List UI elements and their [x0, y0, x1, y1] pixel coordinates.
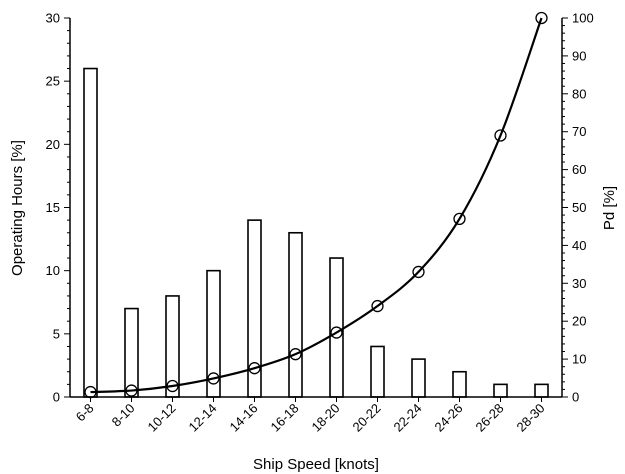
- marker-20-22: [371, 299, 384, 313]
- x-tick-label-12-14: 12-14: [186, 401, 220, 435]
- marker-14-16: [248, 362, 261, 375]
- y-tick-label: 25: [46, 74, 60, 89]
- x-tick-label-24-26: 24-26: [432, 401, 466, 435]
- marker-26-28: [494, 129, 507, 142]
- bar-16-18: [288, 231, 303, 398]
- y2-tick-label: 90: [572, 48, 586, 63]
- x-tick-label-18-20: 18-20: [309, 401, 343, 435]
- x-tick-label-28-30: 28-30: [514, 401, 548, 435]
- x-tick-label-20-22: 20-22: [350, 401, 384, 435]
- x-axis-title: Ship Speed [knots]: [253, 456, 379, 473]
- y2-tick-label: 50: [572, 200, 586, 215]
- marker-22-24: [412, 265, 425, 279]
- y2-tick-label: 80: [572, 86, 586, 101]
- marker-24-26: [453, 212, 466, 226]
- y-tick-label: 30: [46, 11, 60, 26]
- axes-group: [69, 18, 563, 398]
- x-tick-label-8-10: 8-10: [109, 401, 138, 430]
- y2-tick-label: 30: [572, 276, 586, 291]
- bars-group: [83, 67, 549, 398]
- bar-24-26: [452, 370, 467, 398]
- y-tick-label: 5: [53, 326, 60, 341]
- marker-10-12: [166, 379, 179, 393]
- y2-tick-label: 0: [572, 390, 579, 405]
- y2-tick-label: 60: [572, 162, 586, 177]
- bar-26-28: [493, 383, 508, 398]
- bar-6-8: [83, 67, 98, 398]
- y2-tick-label: 70: [572, 124, 586, 139]
- marker-18-20: [330, 326, 343, 339]
- marker-12-14: [207, 372, 220, 385]
- markers-group: [84, 11, 548, 399]
- y-tick-label: 15: [46, 200, 60, 215]
- y-tick-label: 10: [46, 263, 60, 278]
- x-tick-label-16-18: 16-18: [268, 401, 302, 435]
- y-tick-label: 20: [46, 137, 60, 152]
- power-curve-group: [90, 17, 543, 394]
- x-tick-label-10-12: 10-12: [145, 401, 179, 435]
- y-axis-title: Operating Hours [%]: [9, 140, 26, 276]
- bar-20-22: [370, 345, 385, 398]
- y2-tick-label: 100: [572, 11, 594, 26]
- x-tick-label-22-24: 22-24: [391, 401, 425, 435]
- marker-16-18: [289, 348, 302, 361]
- y2-axis-title: Pd [%]: [601, 186, 618, 230]
- y2-tick-label: 20: [572, 314, 586, 329]
- x-tick-label-14-16: 14-16: [227, 401, 261, 435]
- marker-28-30: [535, 11, 548, 25]
- bar-8-10: [124, 307, 139, 398]
- y2-tick-label: 40: [572, 238, 586, 253]
- y2-tick-label: 10: [572, 352, 586, 367]
- x-tick-label-6-8: 6-8: [73, 401, 97, 425]
- x-tick-label-26-28: 26-28: [473, 401, 507, 435]
- bar-22-24: [411, 358, 426, 398]
- bar-10-12: [165, 295, 180, 398]
- marker-8-10: [125, 384, 138, 397]
- bar-28-30: [534, 383, 549, 398]
- y-tick-label: 0: [53, 390, 60, 405]
- power-curve: [90, 17, 543, 394]
